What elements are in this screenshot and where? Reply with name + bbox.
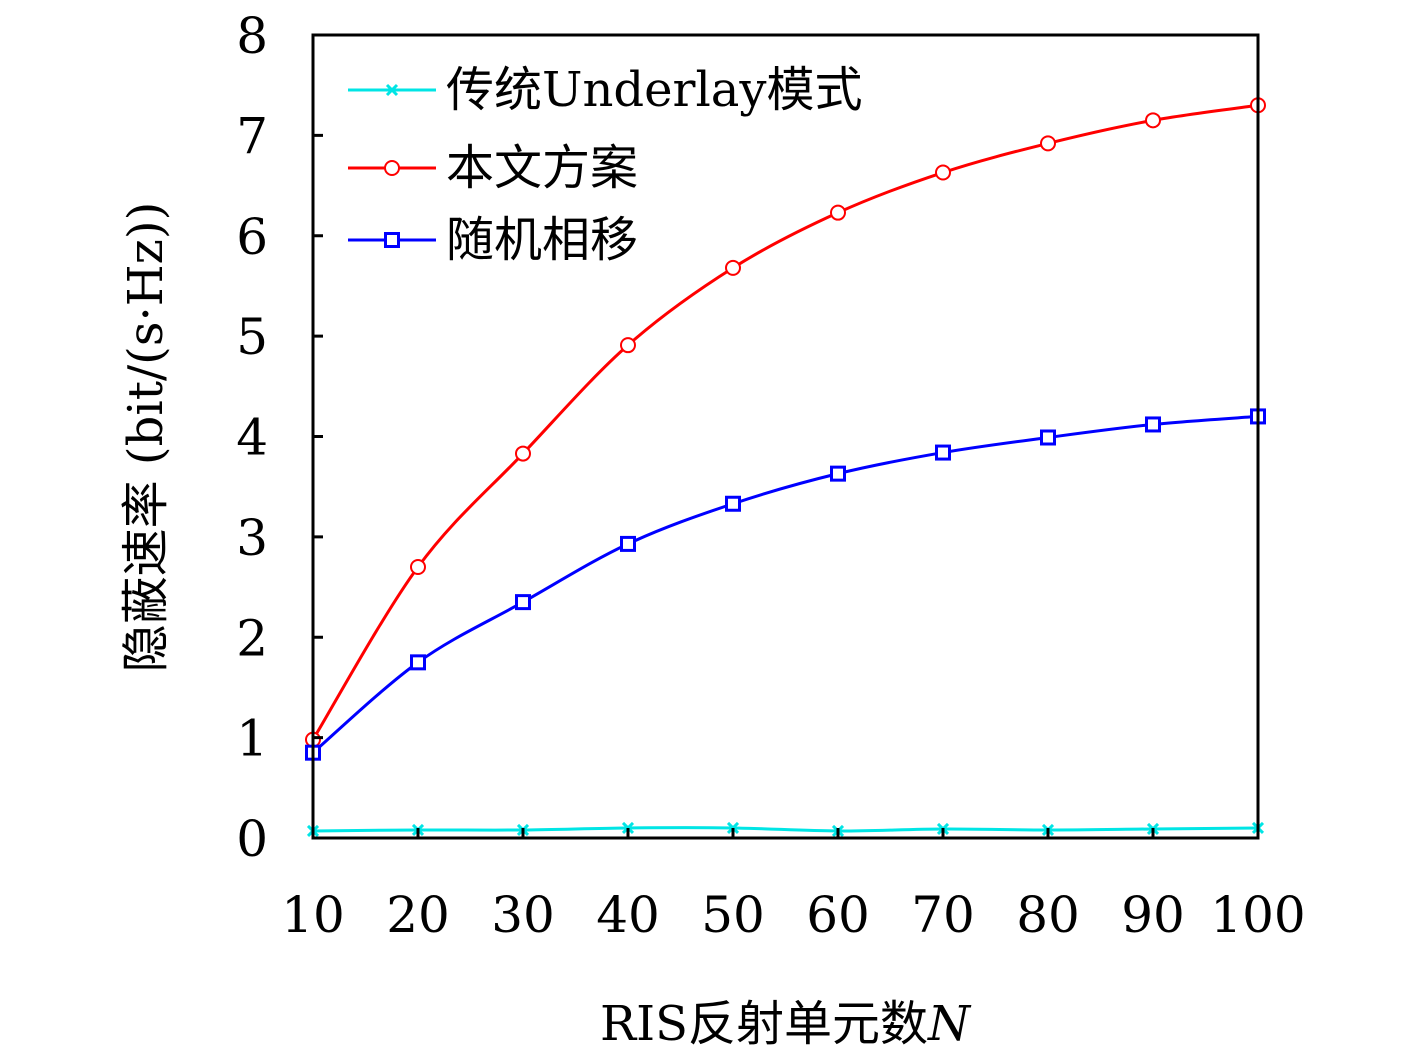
series-3-point-2 [410,654,426,671]
x-axis: 10 20 30 40 50 60 70 80 90 100 [281,828,1306,944]
series-2-point-7 [935,164,951,181]
y-tick-label: 3 [236,509,268,567]
series-layer [305,97,1266,838]
series-1-point-4 [621,821,635,835]
series-2-point-9 [1145,112,1161,129]
legend-item-3: 随机相移 [348,212,638,268]
series-1 [306,821,1265,838]
y-tick-label: 5 [236,308,268,366]
series-2-point-8 [1040,135,1056,152]
y-axis: 0 1 2 3 4 5 6 7 8 [236,7,323,868]
series-2-line [311,103,1259,741]
series-3 [305,408,1266,761]
y-tick-label: 0 [236,810,268,868]
series-2-point-5 [725,259,741,276]
series-2-point-2 [410,558,426,575]
series-2-point-4 [620,337,636,354]
series-1-point-5 [726,821,740,835]
y-tick-label: 8 [236,7,268,65]
series-3-point-6 [830,465,846,482]
y-tick-label: 4 [236,409,268,467]
legend-swatch-marker [384,232,400,248]
y-axis-title: 隐蔽速率 (bit/(s·Hz)) [118,202,174,673]
series-3-line [312,414,1259,754]
x-tick-label: 100 [1210,886,1305,944]
legend-item-1: 传统Underlay模式 [348,62,863,118]
series-3-point-3 [515,594,531,611]
x-tick-label: 10 [281,886,345,944]
x-tick-label: 40 [596,886,660,944]
x-tick-label: 90 [1121,886,1185,944]
y-tick-label: 6 [236,208,268,266]
y-tick-label: 7 [236,107,268,165]
x-axis-title: RIS反射单元数N [600,996,972,1052]
x-axis-title-prefix: RIS反射单元数 [600,996,928,1052]
y-tick-label: 1 [236,710,268,768]
series-1-line [312,826,1259,833]
legend-swatch-marker [385,83,399,97]
x-tick-label: 70 [911,886,975,944]
series-3-point-8 [1040,429,1056,446]
y-tick-label: 2 [236,609,268,667]
x-tick-label: 80 [1016,886,1080,944]
series-3-point-9 [1145,416,1161,433]
series-3-point-7 [935,444,951,461]
legend-label: 本文方案 [446,140,638,196]
x-tick-label: 50 [701,886,765,944]
x-tick-label: 20 [386,886,450,944]
x-tick-label: 60 [806,886,870,944]
legend-item-2: 本文方案 [348,140,638,196]
legend-label: 传统Underlay模式 [446,62,863,118]
series-3-point-4 [620,535,636,552]
series-3-point-5 [725,495,741,512]
x-axis-title-variable: N [927,996,972,1052]
legend-swatch-marker [384,160,400,176]
legend-label: 随机相移 [446,212,638,268]
series-2-point-3 [515,445,531,462]
series-2-point-6 [830,204,846,221]
x-tick-label: 30 [491,886,555,944]
